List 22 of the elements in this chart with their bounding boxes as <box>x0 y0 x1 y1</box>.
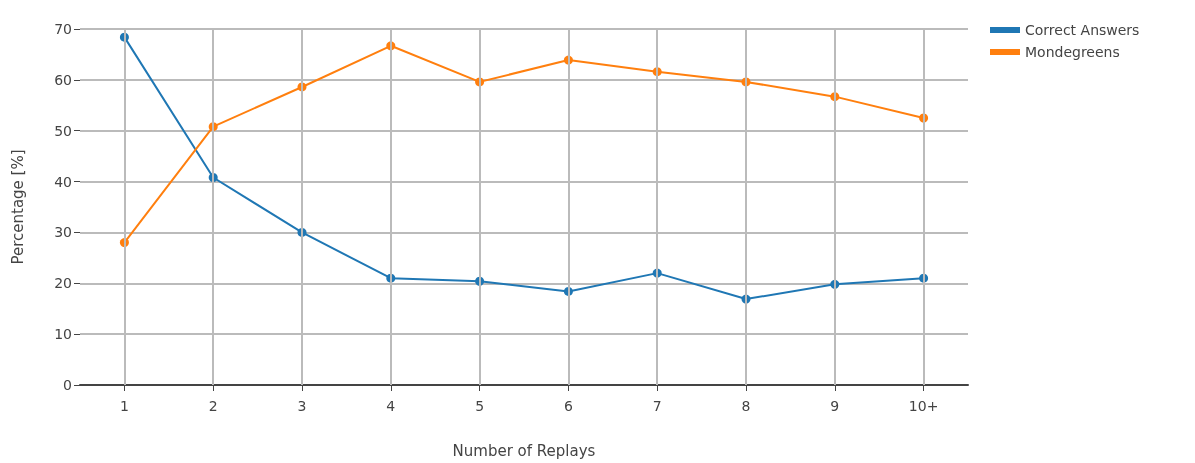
y-tick-label: 40 <box>54 173 72 190</box>
x-tick-label: 2 <box>208 398 218 414</box>
y-tick-label: 70 <box>54 21 72 37</box>
x-axis-title: Number of Replays <box>452 441 596 460</box>
y-tick-label: 0 <box>63 377 72 393</box>
x-tick-label: 9 <box>830 398 840 414</box>
legend-label: Correct Answers <box>1025 22 1140 38</box>
y-tick-label: 50 <box>54 122 72 139</box>
y-tick-label: 20 <box>54 275 72 292</box>
x-tick-label: 3 <box>297 398 307 414</box>
y-tick-label: 30 <box>54 224 72 241</box>
x-tick-label: 10+ <box>908 398 939 414</box>
x-tick-label: 5 <box>475 398 485 414</box>
x-tick-label: 7 <box>652 398 662 414</box>
x-tick-label: 6 <box>563 398 573 414</box>
y-tick-label: 60 <box>54 71 72 88</box>
y-tick-label: 10 <box>54 326 72 343</box>
legend-label: Mondegreens <box>1025 44 1120 60</box>
x-tick-label: 1 <box>119 398 129 414</box>
x-tick-label: 8 <box>741 398 751 414</box>
x-tick-label: 4 <box>386 398 396 414</box>
y-axis-title: Percentage [%] <box>8 149 27 265</box>
